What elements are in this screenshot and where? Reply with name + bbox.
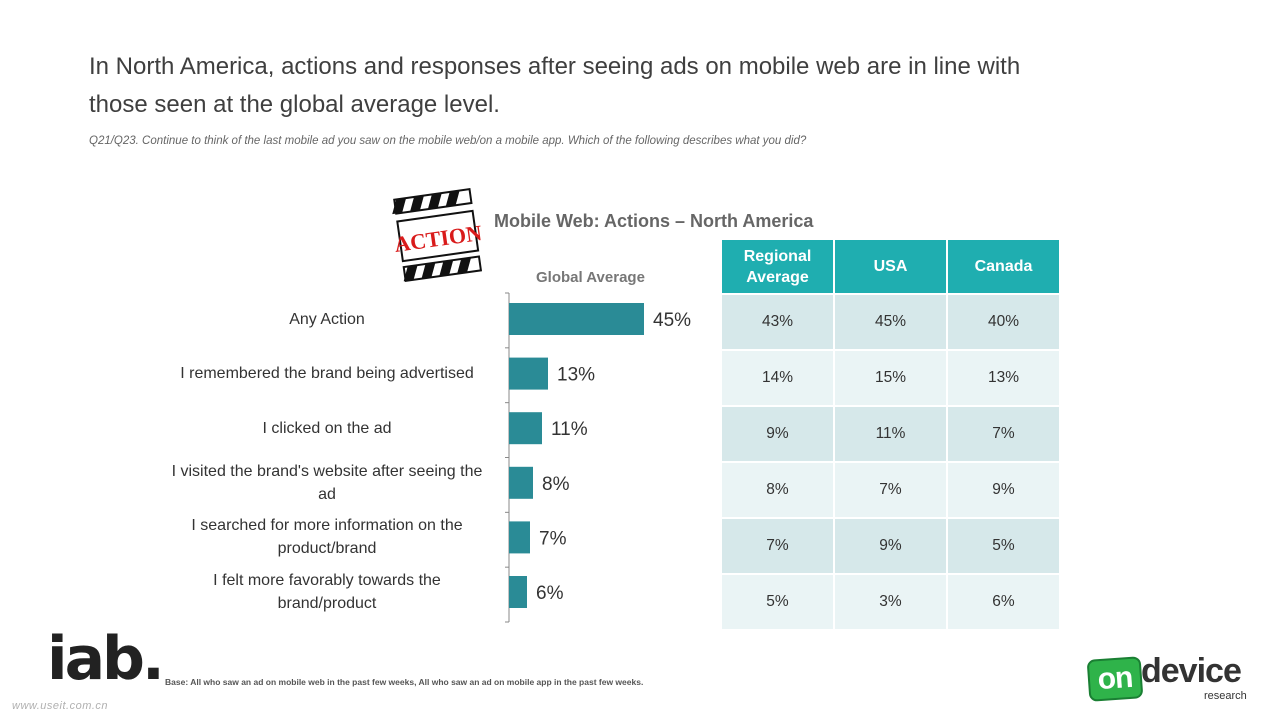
table-cell: 9%	[835, 519, 946, 573]
table-cell: 6%	[948, 575, 1059, 629]
table-cell: 9%	[722, 407, 833, 461]
bar	[509, 412, 542, 445]
table-cell: 7%	[835, 463, 946, 517]
category-label: Any Action	[289, 310, 365, 328]
ondevice-logo-text: device	[1141, 652, 1242, 690]
table-cell: 13%	[948, 351, 1059, 405]
table-cell: 3%	[835, 575, 946, 629]
chart-title: Mobile Web: Actions – North America	[494, 211, 814, 231]
base-note: Base: All who saw an ad on mobile web in…	[165, 677, 644, 687]
bar-value-label: 8%	[542, 474, 570, 495]
table-cell: 11%	[835, 407, 946, 461]
bar	[509, 303, 644, 335]
table-cell: 7%	[948, 407, 1059, 461]
page-title: In North America, actions and responses …	[89, 53, 1021, 118]
table-cell: 14%	[722, 351, 833, 405]
bar-value-label: 45%	[653, 310, 691, 331]
table-cell: 7%	[722, 519, 833, 573]
bar	[509, 466, 533, 499]
table-cell: 8%	[722, 463, 833, 517]
question-text: Q21/Q23. Continue to think of the last m…	[89, 135, 807, 147]
category-label: I searched for more information on the p…	[191, 517, 463, 558]
bar	[509, 521, 530, 554]
table-cell: 5%	[722, 575, 833, 629]
watermark: www.useit.com.cn	[12, 700, 109, 712]
table-header: Regional Average	[722, 240, 833, 293]
category-label: I remembered the brand being advertised	[180, 365, 474, 383]
table-cell: 40%	[948, 295, 1059, 349]
bar	[509, 576, 527, 608]
table-cell: 9%	[948, 463, 1059, 517]
table-header: Canada	[948, 240, 1059, 293]
category-label: I visited the brand's website after seei…	[171, 462, 483, 503]
bar-value-label: 6%	[536, 583, 564, 604]
table-cell: 15%	[835, 351, 946, 405]
ondevice-logo-subtext: research	[1204, 690, 1247, 702]
category-label: I clicked on the ad	[262, 419, 392, 437]
bar-value-label: 7%	[539, 528, 567, 549]
action-clapperboard-icon: ACTION	[392, 188, 483, 283]
ondevice-logo-badge: on	[1086, 656, 1144, 702]
regional-table: Regional Average USA Canada 43% 45% 40% …	[722, 240, 1059, 629]
table-cell: 43%	[722, 295, 833, 349]
category-label: I felt more favorably towards the brand/…	[213, 572, 441, 612]
bar-value-label: 11%	[551, 419, 588, 440]
series-label: Global Average	[536, 269, 645, 286]
bar-value-label: 13%	[557, 365, 595, 386]
bar	[509, 357, 548, 390]
table-header: USA	[835, 240, 946, 293]
iab-logo: iab.	[47, 624, 165, 694]
table-cell: 5%	[948, 519, 1059, 573]
table-cell: 45%	[835, 295, 946, 349]
